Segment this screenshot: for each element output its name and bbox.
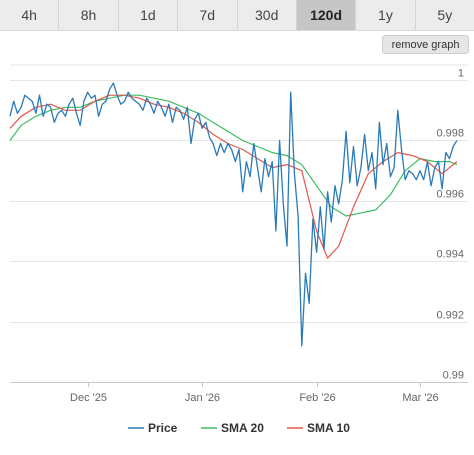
tab-120d[interactable]: 120d [296, 0, 357, 30]
x-tick-label: Feb '26 [299, 392, 335, 404]
tab-8h[interactable]: 8h [59, 0, 119, 30]
y-tick-label: 0.99 [443, 370, 464, 382]
tab-5y[interactable]: 5y [437, 7, 453, 23]
timeframe-tabs: 4h 8h 1d 7d 30d 120d 1y 5y [0, 0, 474, 31]
legend-label[interactable]: SMA 20 [221, 421, 264, 435]
y-tick-label: 0.992 [436, 310, 464, 322]
y-tick-label: 0.994 [436, 249, 464, 261]
series-layer [9, 82, 458, 347]
tab-7d[interactable]: 7d [178, 0, 238, 30]
legend-label[interactable]: Price [148, 421, 178, 435]
legend: Price SMA 20 SMA 10 [128, 421, 350, 435]
tab-30d[interactable]: 30d [238, 0, 297, 30]
remove-graph-button[interactable]: remove graph [382, 35, 469, 54]
axes: 1 0.998 0.996 0.994 0.992 0.99 Dec '25 Jan '26 F… [70, 68, 464, 405]
x-tick-label: Dec '25 [70, 392, 107, 404]
grid [10, 64, 468, 383]
x-tick-label: Jan '26 [185, 392, 220, 404]
legend-label[interactable]: SMA 10 [307, 421, 350, 435]
series-line-price [9, 82, 458, 347]
tab-1y[interactable]: 1y [356, 0, 416, 30]
tab-1d[interactable]: 1d [119, 0, 179, 30]
tab-4h[interactable]: 4h [0, 0, 60, 30]
x-tick-label: Mar '26 [402, 392, 438, 404]
y-tick-label: 1 [458, 68, 464, 80]
y-tick-label: 0.998 [436, 128, 464, 140]
y-tick-label: 0.996 [436, 189, 464, 201]
